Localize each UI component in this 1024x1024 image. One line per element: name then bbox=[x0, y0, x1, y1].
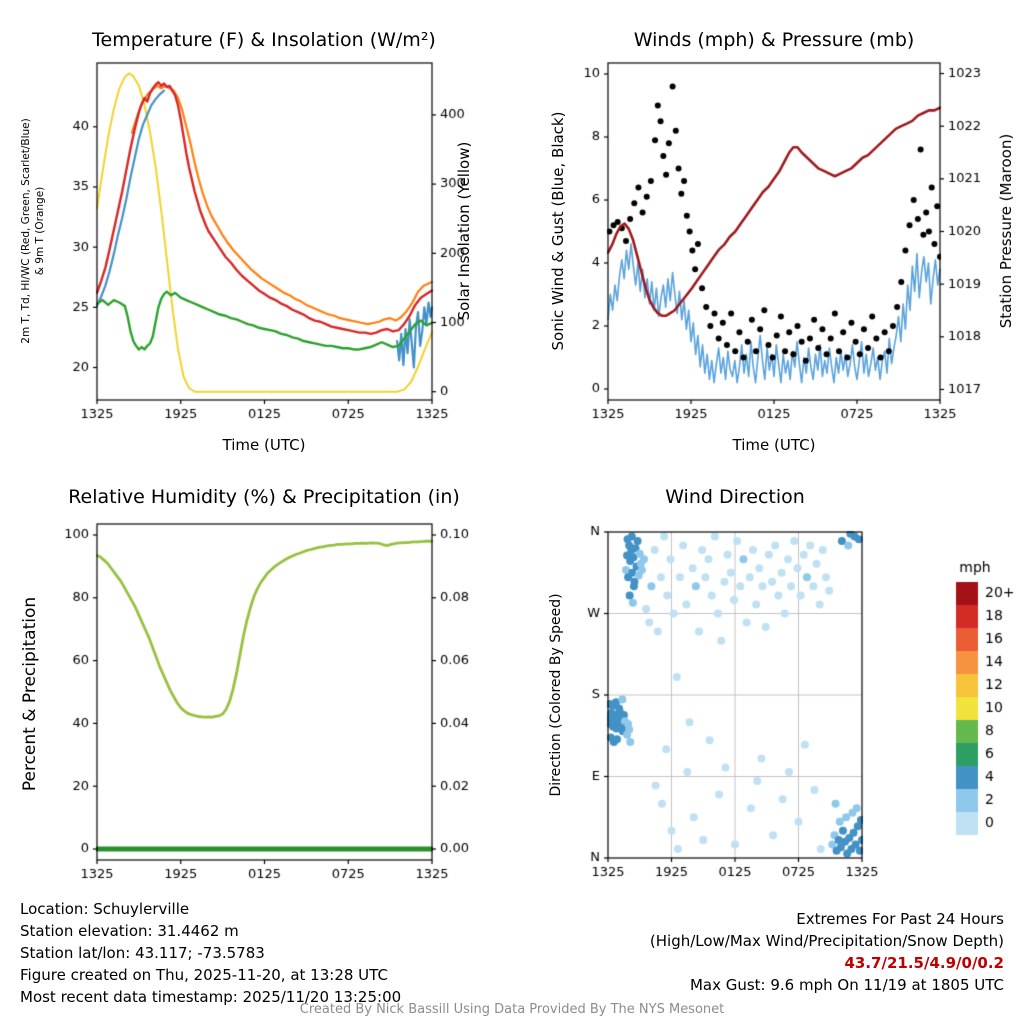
chart-title-wind-direction: Wind Direction bbox=[665, 486, 805, 508]
humidity-precip-chart bbox=[0, 468, 500, 908]
chart-title-winds: Winds (mph) & Pressure (mb) bbox=[633, 29, 915, 51]
humidity-left-axis-label: Percent & Precipitation bbox=[20, 596, 40, 792]
wind-direction-chart bbox=[512, 468, 1024, 908]
winds-pressure-chart bbox=[512, 0, 1024, 460]
temp-left-axis-label: 2m T, Td, HI/WC (Red, Green, Scarlet/Blu… bbox=[19, 118, 47, 343]
temperature-insolation-chart bbox=[0, 0, 500, 460]
max-gust-line: Max Gust: 9.6 mph On 11/19 at 1805 UTC bbox=[689, 976, 1004, 994]
wind-x-axis-label: Time (UTC) bbox=[732, 436, 816, 454]
chart-title-humidity: Relative Humidity (%) & Precipitation (i… bbox=[68, 486, 460, 508]
direction-left-axis-label: Direction (Colored By Speed) bbox=[548, 593, 564, 797]
credit-line: Created By Nick Bassill Using Data Provi… bbox=[299, 1002, 725, 1017]
temp-x-axis-label: Time (UTC) bbox=[222, 436, 306, 454]
axis-label-line: & 9m T (Orange) bbox=[34, 186, 46, 276]
wind-left-axis-label: Sonic Wind & Gust (Blue, Black) bbox=[549, 111, 567, 351]
elevation-line: Station elevation: 31.4462 m bbox=[20, 922, 239, 940]
data-timestamp-line: Most recent data timestamp: 2025/11/20 1… bbox=[20, 988, 402, 1006]
extremes-values: 43.7/21.5/4.9/0/0.2 bbox=[844, 954, 1004, 972]
extremes-title: Extremes For Past 24 Hours bbox=[796, 910, 1004, 928]
axis-label-line: 2m T, Td, HI/WC (Red, Green, Scarlet/Blu… bbox=[19, 118, 32, 344]
insolation-right-axis-label: Solar Insolation (Yellow) bbox=[455, 141, 473, 321]
extremes-subtitle: (High/Low/Max Wind/Precipitation/Snow De… bbox=[649, 932, 1004, 950]
figure-created-line: Figure created on Thu, 2025-11-20, at 13… bbox=[20, 966, 388, 984]
pressure-right-axis-label: Station Pressure (Maroon) bbox=[997, 133, 1015, 329]
latlon-line: Station lat/lon: 43.117; -73.5783 bbox=[20, 944, 265, 962]
location-line: Location: Schuylerville bbox=[20, 900, 190, 918]
chart-title-temperature: Temperature (F) & Insolation (W/m²) bbox=[92, 29, 436, 51]
